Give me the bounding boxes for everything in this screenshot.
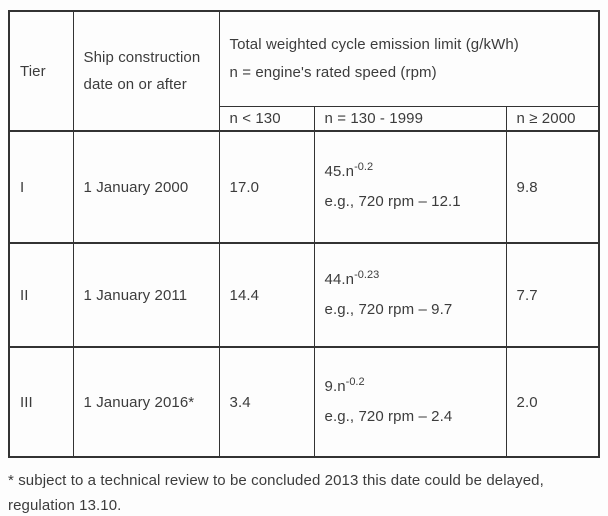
limit-low-cell: 17.0 <box>218 130 315 244</box>
header-ship-construction-date: Ship construction date on or after <box>72 10 220 132</box>
header-tier: Tier <box>8 10 74 132</box>
formula-example: e.g., 720 rpm – 12.1 <box>324 193 461 210</box>
limit-high-cell: 2.0 <box>505 346 600 458</box>
tier-cell: III <box>8 346 74 458</box>
limit-high-cell: 9.8 <box>505 130 600 244</box>
footnote: * subject to a technical review to be co… <box>8 472 544 514</box>
header-row-main: Tier Ship construction date on or after … <box>8 10 600 132</box>
table-row-tier-3: III 1 January 2016* 3.4 9.n-0.2 e.g., 72… <box>8 346 600 458</box>
formula-example: e.g., 720 rpm – 9.7 <box>324 301 453 318</box>
header-speed-high: n ≥ 2000 <box>505 105 600 132</box>
header-emission-limit-line1: Total weighted cycle emission limit (g/k… <box>229 35 519 53</box>
header-speed-mid: n = 130 - 1999 <box>313 105 507 132</box>
formula-exponent: -0.2 <box>345 376 365 388</box>
formula-example: e.g., 720 rpm – 2.4 <box>324 408 453 425</box>
tier-cell: I <box>8 130 74 244</box>
limit-high-cell: 7.7 <box>505 242 600 348</box>
date-cell: 1 January 2016* <box>72 346 220 458</box>
formula-exponent: -0.23 <box>354 269 380 281</box>
formula-base: 9.n <box>324 378 346 395</box>
formula-exponent: -0.2 <box>354 161 374 173</box>
date-cell: 1 January 2000 <box>72 130 220 244</box>
header-speed-low: n < 130 <box>218 105 315 132</box>
formula: 9.n-0.2 <box>325 374 500 400</box>
limit-mid-cell: 44.n-0.23 e.g., 720 rpm – 9.7 <box>313 242 507 348</box>
formula: 45.n-0.2 <box>325 159 500 185</box>
emission-limits-table: Tier Ship construction date on or after … <box>8 10 600 458</box>
limit-mid-cell: 9.n-0.2 e.g., 720 rpm – 2.4 <box>313 346 507 458</box>
date-cell: 1 January 2011 <box>72 242 220 348</box>
formula-base: 45.n <box>324 163 355 180</box>
limit-mid-cell: 45.n-0.2 e.g., 720 rpm – 12.1 <box>313 130 507 244</box>
table-row-tier-1: I 1 January 2000 17.0 45.n-0.2 e.g., 720… <box>8 130 600 244</box>
limit-low-cell: 14.4 <box>218 242 315 348</box>
header-row-speed-ranges: n < 130 n = 130 - 1999 n ≥ 2000 <box>9 105 600 132</box>
header-emission-limit: Total weighted cycle emission limit (g/k… <box>218 10 600 107</box>
tier-cell: II <box>8 242 74 348</box>
table-row-tier-2: II 1 January 2011 14.4 44.n-0.23 e.g., 7… <box>8 242 600 348</box>
limit-low-cell: 3.4 <box>218 346 315 458</box>
formula: 44.n-0.23 <box>325 267 500 293</box>
header-emission-limit-line2: n = engine's rated speed (rpm) <box>229 63 437 81</box>
formula-base: 44.n <box>324 271 355 288</box>
